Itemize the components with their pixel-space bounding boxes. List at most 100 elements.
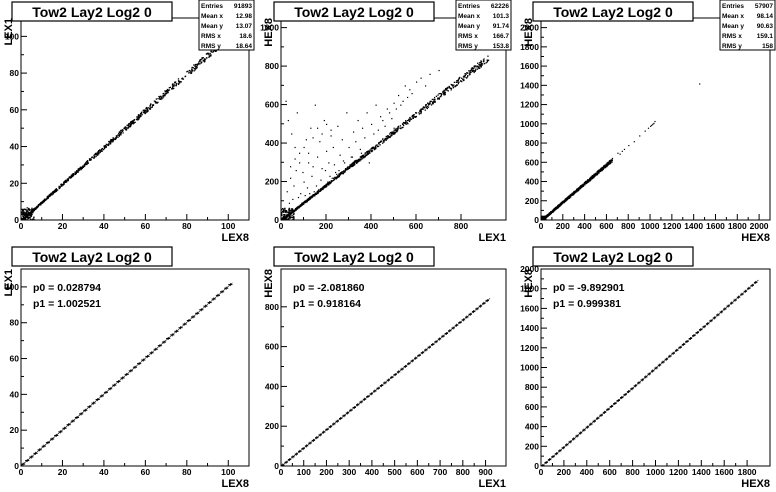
outlier-point <box>434 96 436 99</box>
outlier-point <box>384 139 386 141</box>
stats-value: 98.14 <box>757 13 774 20</box>
data-point <box>587 179 589 181</box>
data-point <box>379 141 381 144</box>
data-point <box>604 164 606 166</box>
data-point <box>379 144 381 146</box>
x-tick-label: 400 <box>580 467 594 477</box>
data-point <box>603 164 605 167</box>
data-point <box>373 148 376 151</box>
data-point <box>140 114 142 117</box>
data-point <box>428 103 430 106</box>
data-point <box>182 78 185 80</box>
data-point <box>33 210 35 212</box>
data-point <box>80 166 83 169</box>
data-point <box>133 119 135 121</box>
data-point <box>286 217 288 219</box>
data-point <box>409 119 411 121</box>
data-point <box>143 111 146 113</box>
data-point <box>287 211 289 213</box>
data-point <box>119 133 121 135</box>
stats-label: RMS x <box>201 33 221 40</box>
data-point <box>297 206 299 208</box>
data-point <box>450 87 453 90</box>
data-point <box>395 127 397 130</box>
outlier-point <box>308 152 310 154</box>
data-point <box>164 91 166 93</box>
data-point <box>103 145 105 147</box>
data-point <box>590 179 592 181</box>
data-point <box>476 68 479 70</box>
outlier-point <box>286 191 288 193</box>
data-point <box>567 196 569 198</box>
outlier-point <box>353 131 355 133</box>
data-point <box>476 65 479 67</box>
data-point <box>81 167 83 169</box>
data-point <box>449 87 451 89</box>
data-point <box>558 204 560 207</box>
data-point <box>301 202 304 205</box>
data-point <box>480 62 483 64</box>
data-point <box>128 122 131 125</box>
data-point <box>575 190 578 193</box>
y-tick-label: 200 <box>525 441 539 451</box>
data-point <box>27 219 30 220</box>
x-axis-title: LEX1 <box>478 478 506 490</box>
data-point <box>285 215 287 217</box>
data-point <box>433 98 435 100</box>
data-point <box>30 214 32 216</box>
data-point <box>284 209 287 212</box>
data-point <box>363 156 365 159</box>
data-point <box>292 210 294 212</box>
x-tick-label: 40 <box>99 467 109 477</box>
data-point <box>285 211 288 213</box>
data-point <box>101 148 104 150</box>
data-point <box>30 209 32 211</box>
data-point <box>378 143 380 145</box>
data-point <box>401 127 403 129</box>
data-point <box>602 167 604 170</box>
data-point <box>87 162 89 164</box>
data-point <box>47 197 49 199</box>
x-tick-label: 1200 <box>662 221 681 231</box>
title-box: Tow2 Lay2 Log2 0 <box>11 246 173 267</box>
data-point <box>105 146 107 148</box>
data-point <box>103 147 106 150</box>
data-point <box>437 94 439 96</box>
data-point <box>49 194 52 197</box>
data-point <box>206 53 209 55</box>
data-point <box>307 199 310 202</box>
data-point <box>424 106 426 109</box>
data-point <box>427 104 429 106</box>
data-point <box>586 181 588 183</box>
data-point <box>389 132 392 134</box>
data-point <box>25 212 27 214</box>
data-point <box>408 120 411 123</box>
data-point <box>578 187 580 190</box>
data-point <box>22 212 25 214</box>
outlier-point <box>373 133 375 135</box>
data-point <box>412 116 415 118</box>
y-tick-label: 1000 <box>520 119 539 129</box>
x-tick-label: 600 <box>599 221 613 231</box>
outlier-point <box>384 125 386 127</box>
data-point <box>553 209 555 211</box>
data-point <box>480 60 482 62</box>
data-point <box>412 114 414 117</box>
outlier-point <box>699 83 701 85</box>
data-point <box>208 56 210 58</box>
data-point <box>292 218 294 220</box>
fit-line <box>281 298 491 466</box>
data-point <box>482 59 485 61</box>
data-point <box>450 83 452 86</box>
data-point <box>281 209 283 211</box>
x-axis-title: HEX8 <box>741 478 770 490</box>
stats-label: Mean y <box>201 23 223 30</box>
data-point <box>542 218 544 220</box>
data-point <box>422 108 424 111</box>
data-point <box>351 165 353 168</box>
data-point <box>33 217 35 219</box>
data-point <box>368 152 371 154</box>
data-point <box>356 159 358 162</box>
data-point <box>338 176 340 178</box>
y-tick-label: 600 <box>525 157 539 167</box>
